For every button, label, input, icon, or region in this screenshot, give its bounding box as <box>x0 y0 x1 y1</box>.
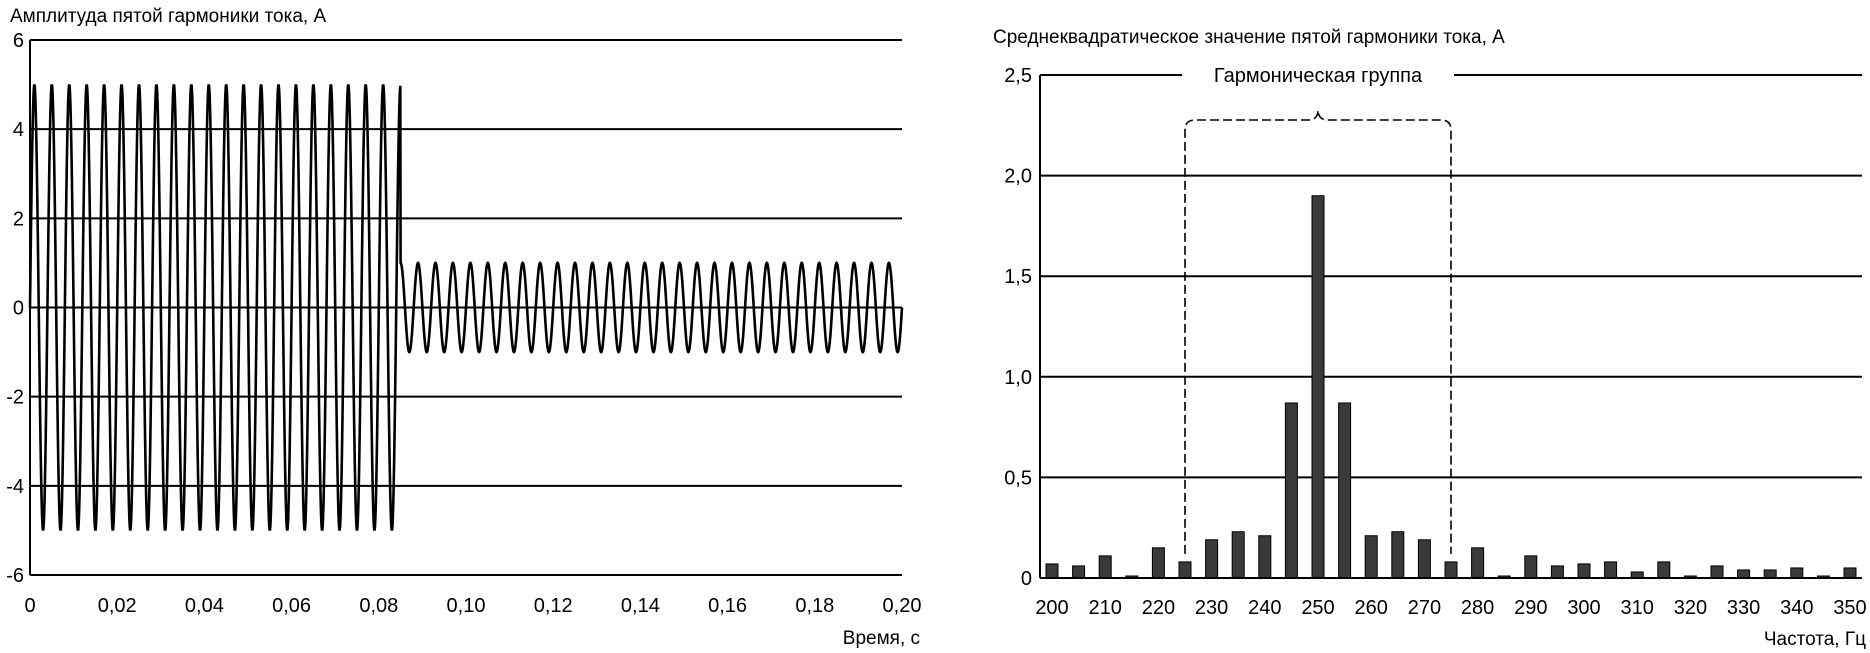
left-chart-title: Амплитуда пятой гармоники тока, А <box>10 6 326 27</box>
bar <box>1417 539 1431 579</box>
bar <box>1284 402 1298 579</box>
right-y-tick-labels: 2,5 2,0 1,5 1,0 0,5 0 <box>1004 65 1032 590</box>
right-x-tick-label: 310 <box>1621 597 1654 619</box>
left-x-axis-label: Время, с <box>843 628 920 649</box>
right-x-tick-label: 290 <box>1514 597 1547 619</box>
bar <box>1843 567 1857 579</box>
right-x-tick-label: 230 <box>1195 597 1228 619</box>
right-y-tick-label: 1,0 <box>1004 367 1032 389</box>
bar <box>1151 547 1165 579</box>
bar <box>1311 195 1325 579</box>
left-x-tick-label: 0,16 <box>708 595 747 617</box>
left-x-tick-label: 0,10 <box>447 595 486 617</box>
right-x-tick-label: 280 <box>1461 597 1494 619</box>
right-x-tick-label: 250 <box>1301 597 1334 619</box>
right-y-tick-label: 2,0 <box>1004 166 1032 188</box>
right-x-tick-label: 270 <box>1408 597 1441 619</box>
right-chart-title: Среднеквадратическое значение пятой гарм… <box>993 27 1505 48</box>
right-y-tick-label: 0,5 <box>1004 467 1032 489</box>
bar <box>1471 547 1485 579</box>
right-x-tick-label: 240 <box>1248 597 1281 619</box>
harmonic-group-label-background <box>1182 61 1454 89</box>
bar <box>1178 561 1192 579</box>
left-x-tick-label: 0,20 <box>883 595 922 617</box>
left-x-tick-label: 0,14 <box>621 595 660 617</box>
right-x-tick-label: 200 <box>1035 597 1068 619</box>
right-x-tick-label: 300 <box>1567 597 1600 619</box>
left-y-tick-label: -4 <box>6 476 24 498</box>
left-chart: Амплитуда пятой гармоники тока, А 6 4 2 0 -2… <box>6 6 921 649</box>
left-y-tick-label: 2 <box>13 208 24 230</box>
left-x-tick-label: 0,04 <box>185 595 224 617</box>
left-x-tick-label: 0 <box>24 595 35 617</box>
bar <box>1098 555 1112 579</box>
right-x-axis-label: Частота, Гц <box>1764 629 1866 650</box>
right-x-tick-label: 350 <box>1833 597 1866 619</box>
left-x-tick-labels: 0 0,02 0,04 0,06 0,08 0,10 0,12 0,14 0,16 0,18 0,2… <box>24 595 921 617</box>
left-y-tick-label: -2 <box>6 387 24 409</box>
harmonic-group-label: Гармоническая группа <box>1214 65 1423 87</box>
right-chart: Среднеквадратическое значение пятой гарм… <box>993 27 1867 650</box>
left-x-tick-label: 0,02 <box>98 595 137 617</box>
right-bars <box>1045 195 1857 579</box>
bar <box>1790 567 1804 579</box>
right-x-tick-label: 330 <box>1727 597 1760 619</box>
right-y-tick-label: 0 <box>1021 568 1032 590</box>
bar <box>1710 565 1724 579</box>
right-y-tick-label: 2,5 <box>1004 65 1032 87</box>
bar <box>1364 535 1378 579</box>
harmonic-group-bracket <box>1184 109 1452 554</box>
bar <box>1444 561 1458 579</box>
bar <box>1524 555 1538 579</box>
right-x-tick-label: 260 <box>1355 597 1388 619</box>
bar <box>1205 539 1219 579</box>
right-y-tick-label: 1,5 <box>1004 266 1032 288</box>
bar <box>1258 535 1272 579</box>
left-x-tick-label: 0,06 <box>272 595 311 617</box>
left-x-tick-label: 0,08 <box>359 595 398 617</box>
bar <box>1657 561 1671 579</box>
bar <box>1577 563 1591 579</box>
right-x-tick-labels: 200 210 220 230 240 250 260 270 280 290 300 310 320 3… <box>1035 597 1866 619</box>
left-y-tick-labels: 6 4 2 0 -2 -4 -6 <box>6 30 24 587</box>
right-x-tick-label: 220 <box>1142 597 1175 619</box>
bar <box>1763 569 1777 579</box>
left-x-tick-label: 0,18 <box>795 595 834 617</box>
left-y-tick-label: 0 <box>13 298 24 320</box>
bar <box>1737 569 1751 579</box>
left-x-tick-label: 0,12 <box>534 595 573 617</box>
bar <box>1604 561 1618 579</box>
bar <box>1072 565 1086 579</box>
left-y-tick-label: 6 <box>13 30 24 52</box>
left-y-tick-label: -6 <box>6 565 24 587</box>
left-y-tick-label: 4 <box>13 119 24 141</box>
bar <box>1231 531 1245 579</box>
right-x-tick-label: 210 <box>1089 597 1122 619</box>
bar <box>1338 402 1352 579</box>
bar <box>1550 565 1564 579</box>
right-x-tick-label: 320 <box>1674 597 1707 619</box>
right-x-tick-label: 340 <box>1780 597 1813 619</box>
bar <box>1391 531 1405 579</box>
bar <box>1045 563 1059 579</box>
